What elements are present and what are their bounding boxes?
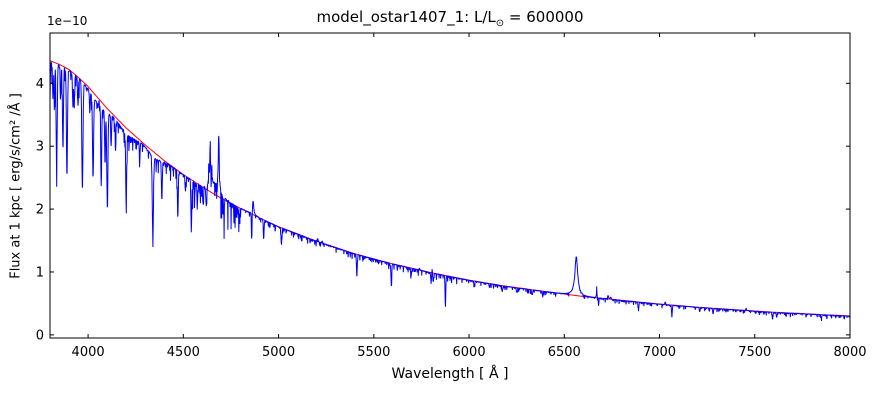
plot-title-value: = 600000 (504, 8, 584, 26)
sun-symbol: ⊙ (495, 18, 505, 29)
plot-title: model_ostar1407_1: L/L⊙ = 600000 (316, 8, 583, 29)
y-tick-label: 0 (36, 328, 44, 343)
spectrum-line (50, 62, 850, 322)
x-tick-label: 4500 (167, 345, 200, 360)
x-tick-label: 8000 (833, 345, 866, 360)
x-tick-label: 5500 (357, 345, 390, 360)
x-tick-label: 7000 (643, 345, 676, 360)
y-tick-label: 1 (36, 265, 44, 280)
y-tick-label: 3 (36, 140, 44, 155)
y-axis-label: Flux at 1 kpc [ erg/s/cm² /Å ] (8, 93, 24, 279)
y-tick-label: 4 (36, 77, 44, 92)
x-tick-label: 7500 (738, 345, 771, 360)
plot-frame (49, 32, 851, 339)
x-tick-label: 6500 (548, 345, 581, 360)
x-tick-label: 6000 (453, 345, 486, 360)
plot-title-text: model_ostar1407_1: L/L (316, 8, 496, 26)
y-axis-offset-label: 1e−10 (47, 14, 88, 28)
x-axis-label: Wavelength [ Å ] (391, 366, 509, 382)
y-tick-label: 2 (36, 203, 44, 218)
x-tick-label: 4000 (72, 345, 105, 360)
x-tick-label: 5000 (262, 345, 295, 360)
